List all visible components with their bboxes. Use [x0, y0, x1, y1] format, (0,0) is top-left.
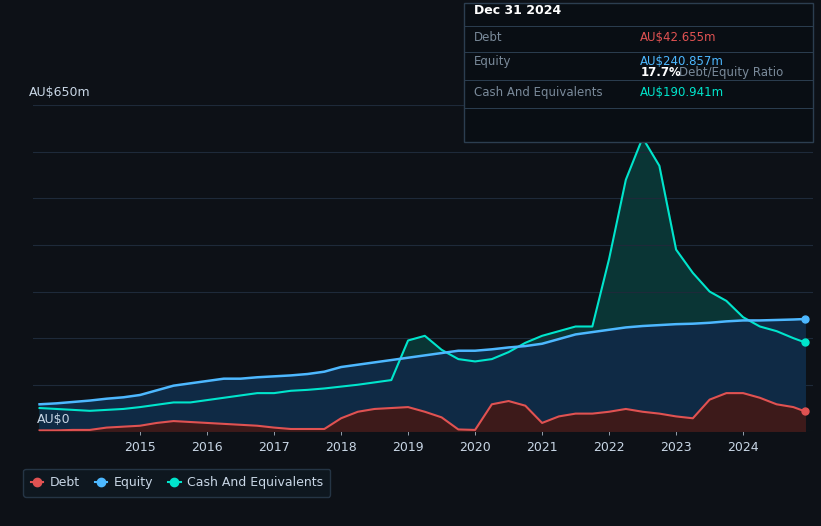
Text: Debt: Debt — [474, 31, 502, 44]
Text: Equity: Equity — [474, 55, 511, 68]
Text: AU$190.941m: AU$190.941m — [640, 86, 724, 99]
Text: Debt/Equity Ratio: Debt/Equity Ratio — [679, 66, 783, 79]
Text: 17.7%: 17.7% — [640, 66, 681, 79]
Text: AU$0: AU$0 — [37, 413, 71, 427]
Text: AU$42.655m: AU$42.655m — [640, 31, 717, 44]
Legend: Debt, Equity, Cash And Equivalents: Debt, Equity, Cash And Equivalents — [24, 469, 331, 497]
Text: Cash And Equivalents: Cash And Equivalents — [474, 86, 603, 99]
Text: AU$650m: AU$650m — [29, 86, 90, 99]
Text: AU$240.857m: AU$240.857m — [640, 55, 724, 68]
Text: Dec 31 2024: Dec 31 2024 — [474, 4, 561, 17]
